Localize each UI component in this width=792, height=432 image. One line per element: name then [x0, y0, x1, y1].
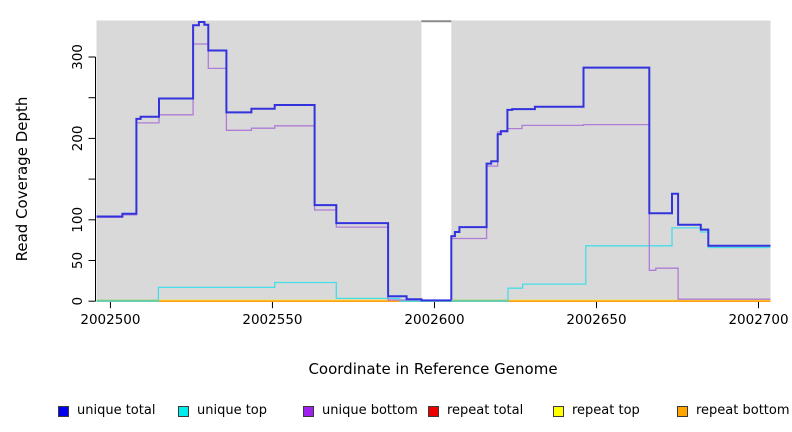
- y-axis-title: Read Coverage Depth: [13, 96, 31, 262]
- x-tick-label: 2002550: [242, 312, 302, 328]
- y-tick-label: 300: [70, 44, 86, 70]
- y-tick-label: 200: [70, 126, 86, 152]
- y-tick-label: 50: [70, 252, 86, 269]
- y-tick-label: 100: [70, 207, 86, 233]
- x-axis-title: Coordinate in Reference Genome: [308, 360, 558, 378]
- x-tick-label: 2002700: [728, 312, 788, 328]
- gap-region: [421, 20, 452, 302]
- x-tick-label: 2002600: [404, 312, 464, 328]
- x-tick-label: 2002650: [566, 312, 626, 328]
- y-tick-label: 0: [70, 297, 86, 306]
- series-unique-total: [96, 21, 771, 302]
- x-tick-label: 2002500: [80, 312, 140, 328]
